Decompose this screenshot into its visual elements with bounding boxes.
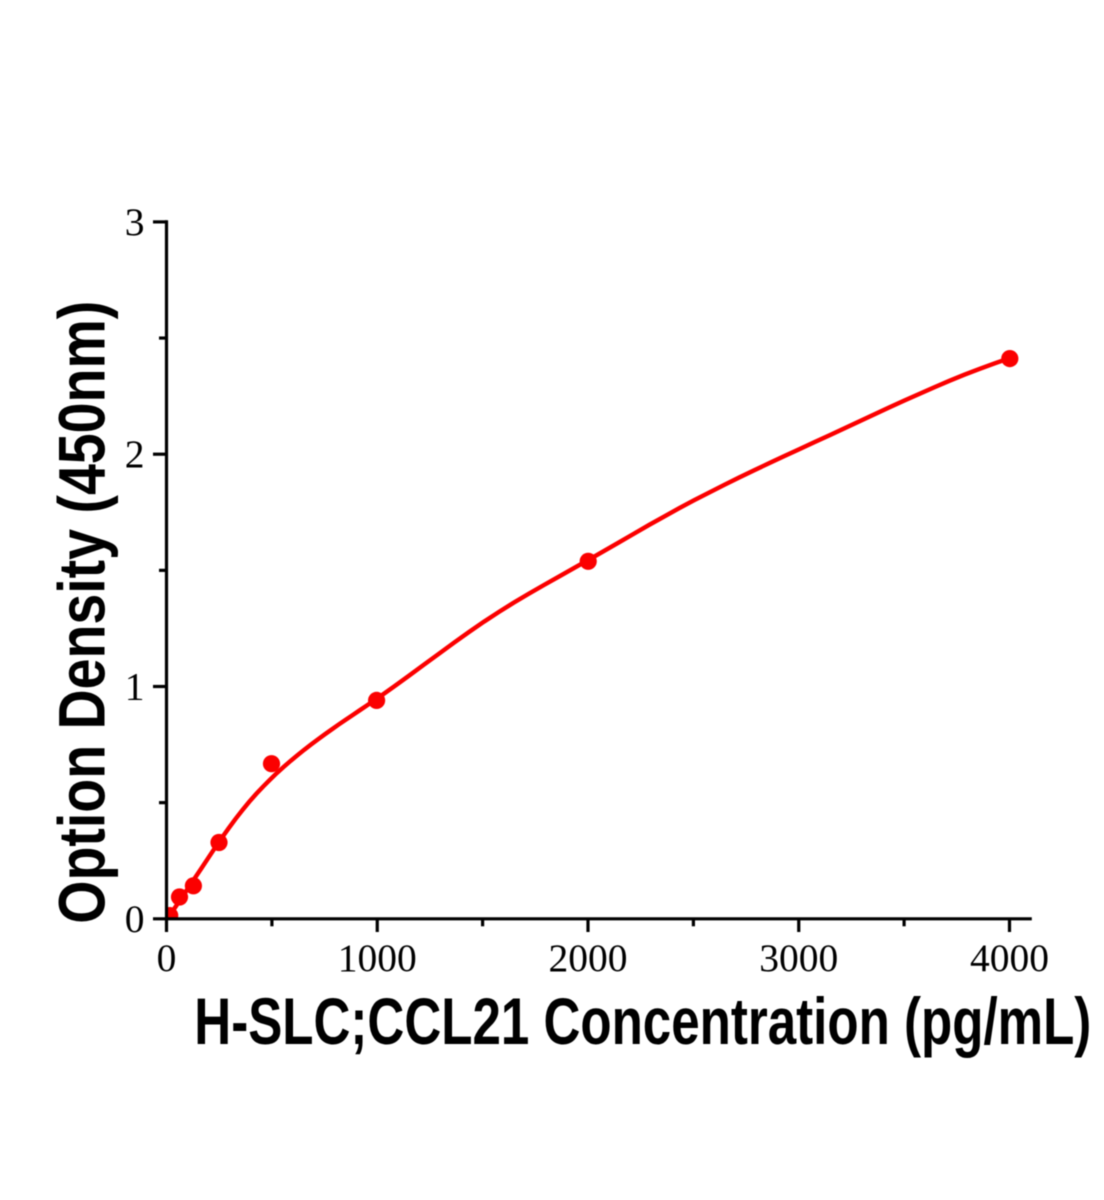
- svg-text:1000: 1000: [338, 936, 417, 980]
- svg-text:1: 1: [125, 665, 145, 709]
- svg-text:3: 3: [125, 200, 145, 244]
- svg-text:0: 0: [125, 897, 145, 941]
- svg-text:H-SLC;CCL21 Concentration (pg/: H-SLC;CCL21 Concentration (pg/mL): [194, 984, 1091, 1058]
- svg-text:3000: 3000: [759, 936, 838, 980]
- svg-text:2: 2: [125, 432, 145, 476]
- svg-text:Option Density (450nm): Option Density (450nm): [45, 301, 119, 924]
- svg-text:2000: 2000: [549, 936, 628, 980]
- svg-text:4000: 4000: [970, 936, 1049, 980]
- svg-text:0: 0: [157, 936, 177, 980]
